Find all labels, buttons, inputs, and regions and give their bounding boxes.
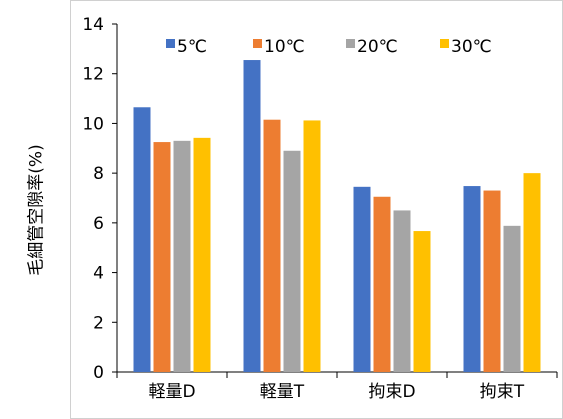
- legend-label: 20℃: [357, 37, 398, 57]
- bar-3-2: [503, 225, 521, 372]
- bar-2-1: [373, 196, 391, 372]
- bar-1-1: [263, 119, 281, 372]
- bar-3-3: [523, 173, 541, 372]
- y-tick-label: 12: [82, 65, 104, 85]
- x-tick-label: 拘束D: [368, 382, 415, 402]
- bar-0-1: [153, 142, 171, 372]
- legend-swatch: [346, 39, 355, 48]
- bar-0-2: [173, 140, 191, 372]
- y-tick-label: 8: [93, 164, 104, 184]
- bar-2-2: [393, 210, 411, 372]
- bar-0-3: [193, 137, 211, 372]
- bar-2-3: [413, 231, 431, 372]
- legend-swatch: [166, 39, 175, 48]
- bar-1-2: [283, 150, 301, 372]
- bar-2-0: [353, 186, 371, 372]
- y-tick-label: 10: [82, 114, 104, 134]
- y-tick-label: 4: [93, 264, 104, 284]
- bar-1-3: [303, 120, 321, 373]
- legend-swatch: [440, 39, 449, 48]
- x-tick-label: 拘束T: [480, 382, 525, 402]
- legend-swatch: [253, 39, 262, 48]
- y-tick-label: 0: [93, 363, 104, 383]
- y-tick-label: 6: [93, 214, 104, 234]
- legend-label: 5℃: [177, 37, 207, 57]
- legend-label: 10℃: [264, 37, 305, 57]
- bar-3-0: [463, 186, 481, 372]
- bar-1-0: [243, 60, 261, 373]
- x-tick-label: 軽量D: [148, 382, 195, 402]
- bar-3-1: [483, 190, 501, 372]
- legend-label: 30℃: [451, 37, 492, 57]
- y-tick-label: 14: [82, 15, 104, 35]
- bar-0-0: [133, 107, 151, 373]
- y-tick-label: 2: [93, 313, 104, 333]
- x-tick-label: 軽量T: [260, 382, 305, 402]
